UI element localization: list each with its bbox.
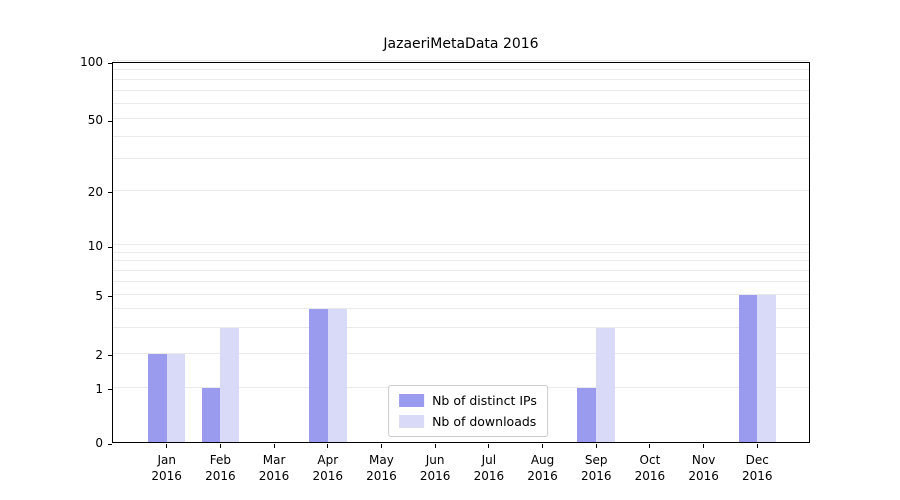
gridline [113,280,809,282]
gridline [113,353,809,354]
bar-downloads [166,354,186,442]
x-tick-mark [595,444,597,448]
legend-label-downloads: Nb of downloads [432,414,537,429]
gridline [113,244,809,246]
gridline [113,308,809,310]
x-tick-mark [219,444,221,448]
y-tick-mark [108,296,112,298]
y-tick-mark [108,62,112,64]
bar-distinct-ips [577,387,597,442]
gridline [113,293,809,295]
legend-entry-downloads: Nb of downloads [399,414,537,429]
y-tick-mark [108,443,112,445]
x-tick-mark [703,444,705,448]
legend-entry-distinct-ips: Nb of distinct IPs [399,393,537,408]
x-tick-label: Sep 2016 [580,453,612,484]
x-tick-label: Dec 2016 [742,453,773,484]
gridline [113,189,809,191]
x-tick-label: Oct 2016 [634,453,666,484]
gridline [113,158,809,160]
bar-downloads [327,309,347,442]
gridline [113,90,809,91]
y-tick-label: 0 [95,436,103,450]
x-tick-mark [273,444,275,448]
bar-downloads [757,294,777,442]
y-tick-mark [108,192,112,194]
legend: Nb of distinct IPs Nb of downloads [388,385,548,437]
x-tick-label: Aug 2016 [527,453,558,484]
gridline [113,135,809,137]
bar-distinct-ips [308,309,328,442]
bar-distinct-ips [738,294,758,442]
y-tick-mark [108,246,112,248]
legend-label-distinct-ips: Nb of distinct IPs [432,393,537,408]
legend-swatch-distinct-ips [399,394,425,407]
x-tick-label: Nov 2016 [688,453,719,484]
gridline [113,326,809,328]
x-tick-mark [380,444,382,448]
x-tick-mark [434,444,436,448]
gridline [113,102,809,104]
x-tick-mark [488,444,490,448]
legend-swatch-downloads [399,415,425,428]
y-tick-label: 20 [87,184,103,199]
bar-downloads [220,327,240,442]
y-tick-label: 5 [95,288,103,303]
y-tick-label: 50 [87,113,103,128]
x-tick-label: Feb 2016 [205,453,236,484]
bar-distinct-ips [147,354,167,442]
y-tick-label: 100 [80,55,103,69]
gridline [113,260,809,262]
gridline [113,78,809,80]
gridline [113,118,809,120]
gridline [113,269,809,271]
x-tick-mark [649,444,651,448]
bar-distinct-ips [201,387,221,442]
x-tick-mark [166,444,168,448]
plot-area: Nb of distinct IPs Nb of downloads 0 1 2 5 1… [80,55,810,483]
y-tick-label: 2 [95,347,103,362]
chart-title: JazaeriMetaData 2016 [383,36,539,52]
x-tick-label: May 2016 [366,453,397,484]
y-tick-mark [108,120,112,122]
x-tick-mark [756,444,758,448]
x-tick-label: Mar 2016 [258,453,290,484]
x-tick-label: Jan 2016 [151,453,182,484]
x-tick-label: Jun 2016 [419,453,451,484]
x-tick-mark [327,444,329,448]
gridline [113,251,809,253]
x-tick-label: Apr 2016 [312,453,344,484]
y-tick-label: 10 [87,239,103,254]
x-tick-label: Jul 2016 [473,453,505,484]
x-tick-mark [542,444,544,448]
y-tick-mark [108,389,112,391]
y-tick-label: 1 [95,381,103,396]
bar-downloads [596,327,615,442]
gridline [113,60,809,61]
gridline [113,68,809,70]
y-tick-mark [108,355,112,357]
